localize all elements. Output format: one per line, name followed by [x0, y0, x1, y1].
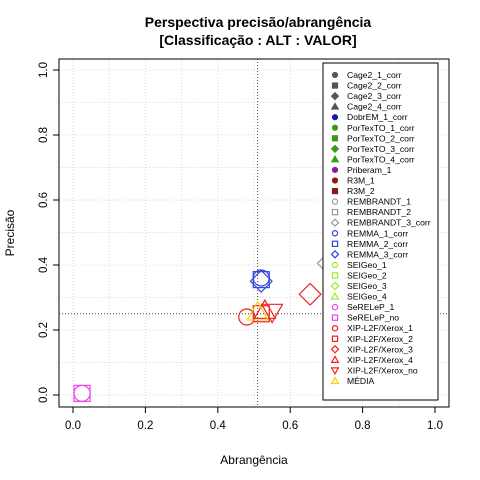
legend-label: REMBRANDT_2: [347, 207, 411, 217]
y-tick-label: 0.4: [38, 256, 50, 273]
data-point: [252, 269, 270, 287]
legend-marker: [331, 187, 339, 195]
legend-marker: [330, 218, 340, 228]
legend-marker: [330, 367, 340, 375]
legend-label: PorTexTO_4_corr: [347, 154, 415, 164]
data-point: [252, 271, 270, 289]
y-tick-label: 0.2: [38, 322, 50, 338]
legend-marker: [330, 102, 340, 110]
legend-marker: [331, 124, 339, 131]
legend-label: REMBRANDT_3_corr: [347, 218, 431, 228]
legend-label: Cage2_1_corr: [347, 70, 402, 80]
legend-marker: [331, 166, 339, 174]
x-tick-label: 1.0: [427, 420, 443, 432]
legend-marker: [330, 249, 340, 259]
data-point: [249, 269, 273, 293]
y-axis-label: Precisão: [3, 209, 17, 256]
data-point: [73, 384, 91, 402]
x-tick-label: 0.0: [65, 420, 81, 432]
legend-label: Cage2_4_corr: [347, 102, 402, 112]
legend-label: SeRELeP_1: [347, 302, 395, 312]
legend-label: R3M_1: [347, 176, 375, 186]
legend-label: MÉDIA: [347, 376, 374, 386]
legend-label: PorTexTO_1_corr: [347, 123, 415, 133]
legend-marker: [331, 240, 339, 247]
legend-marker: [330, 344, 340, 354]
y-tick-label: 0.0: [38, 387, 50, 403]
legend-label: R3M_2: [347, 186, 375, 196]
legend-label: Priberam_1: [347, 165, 392, 175]
x-tick-label: 0.6: [282, 420, 298, 432]
legend-label: REMMA_1_corr: [347, 228, 408, 238]
legend-marker: [330, 144, 340, 154]
legend-label: XIP-L2F/Xerox_no: [347, 365, 418, 375]
legend-box: [322, 62, 439, 401]
legend-label: REMMA_3_corr: [347, 249, 408, 259]
data-point: [260, 303, 284, 324]
legend-label: DobrEM_1_corr: [347, 112, 408, 122]
data-points: [73, 251, 340, 402]
legend-label: Cage2_3_corr: [347, 91, 402, 101]
legend-label: XIP-L2F/Xerox_3: [347, 344, 413, 354]
legend-label: SeRELeP_no: [347, 313, 399, 323]
x-tick-label: 0.2: [137, 420, 153, 432]
legend-marker: [331, 335, 339, 342]
legend-label: XIP-L2F/Xerox_4: [347, 355, 413, 365]
chart-title: Perspectiva precisão/abrangência: [145, 14, 372, 30]
data-point: [246, 300, 270, 321]
y-tick-label: 0.8: [38, 127, 50, 143]
legend-marker: [330, 291, 340, 300]
legend-label: XIP-L2F/Xerox_2: [347, 334, 413, 344]
legend-label: SEIGeo_3: [347, 281, 387, 291]
y-tick-label: 1.0: [38, 62, 50, 78]
legend-marker: [331, 303, 339, 311]
x-tick-label: 0.8: [355, 420, 371, 432]
axes: 0.0 0.2 0.4 0.6 0.8 1.0 0.0 0.2 0.4 0.6 0.8 1.0: [38, 62, 443, 432]
legend-marker: [330, 91, 340, 101]
legend-label: XIP-L2F/Xerox_1: [347, 323, 413, 333]
data-point: [73, 384, 91, 402]
legend-label: Cage2_2_corr: [347, 81, 402, 91]
legend-marker: [331, 198, 339, 205]
legend-marker: [331, 230, 339, 237]
data-point: [253, 298, 277, 319]
x-axis-label: Abrangência: [220, 453, 288, 467]
legend-label: SEIGeo_4: [347, 292, 387, 302]
legend-marker: [331, 272, 339, 279]
legend: Cage2_1_corrCage2_2_corrCage2_3_corrCage…: [322, 62, 439, 401]
legend-marker: [331, 325, 339, 332]
data-point: [298, 282, 322, 306]
plot-frame: [58, 58, 450, 408]
legend-marker: [331, 208, 339, 216]
legend-marker: [331, 314, 339, 321]
legend-label: REMBRANDT_1: [347, 197, 411, 207]
legend-marker: [331, 177, 339, 184]
x-tick-label: 0.4: [210, 420, 227, 432]
legend-label: SEIGeo_2: [347, 270, 387, 280]
legend-marker: [331, 114, 339, 121]
legend-marker: [330, 376, 340, 385]
legend-label: SEIGeo_1: [347, 260, 387, 270]
legend-label: PorTexTO_2_corr: [347, 133, 415, 143]
legend-marker: [331, 261, 339, 269]
legend-marker: [331, 82, 339, 89]
legend-marker: [330, 155, 340, 163]
legend-marker: [330, 355, 340, 363]
legend-marker: [330, 281, 340, 291]
chart-subtitle: [Classificação : ALT : VALOR]: [159, 32, 356, 48]
legend-marker: [331, 71, 339, 79]
legend-marker: [331, 135, 339, 142]
legend-label: PorTexTO_3_corr: [347, 144, 415, 154]
legend-label: REMMA_2_corr: [347, 239, 408, 249]
y-tick-label: 0.6: [38, 192, 50, 208]
